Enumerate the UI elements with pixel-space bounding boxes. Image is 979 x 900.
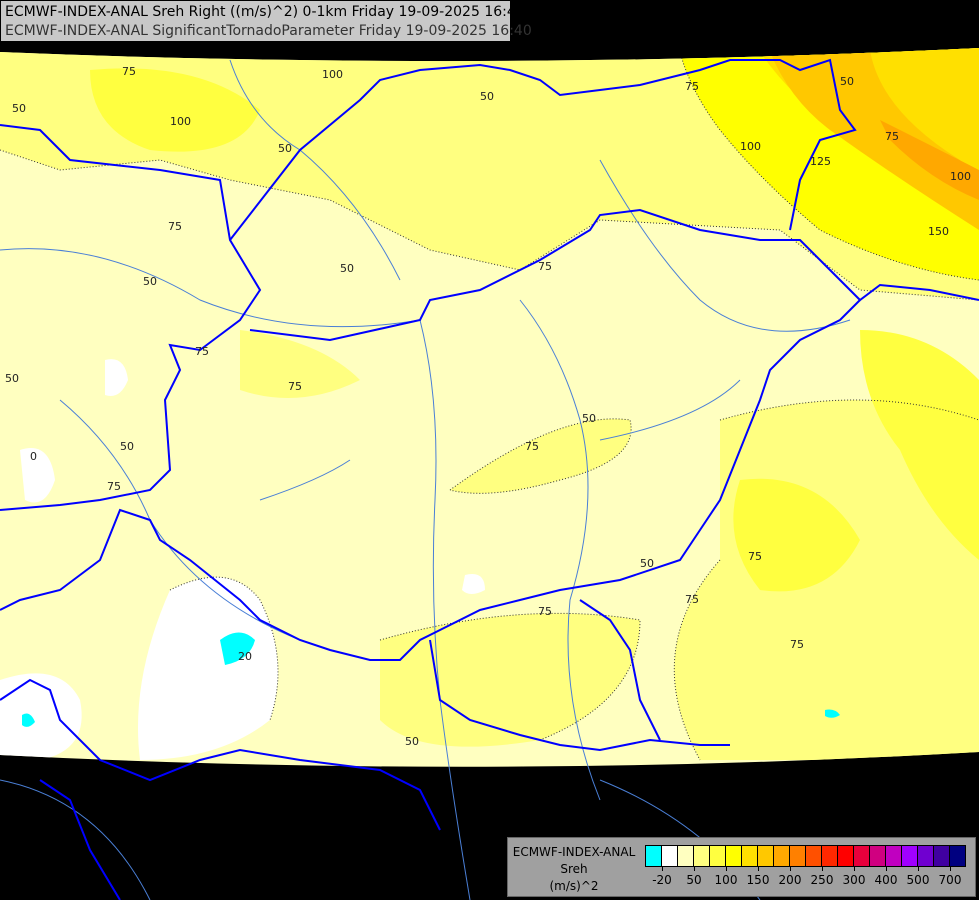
- rivers: [0, 59, 851, 900]
- legend-swatches: [645, 845, 966, 867]
- contour-label: 75: [790, 638, 804, 651]
- legend-swatch: [758, 846, 774, 866]
- legend-swatch: [934, 846, 950, 866]
- contour-label: 75: [538, 605, 552, 618]
- contour-label: 50: [278, 142, 292, 155]
- contour-label: 150: [928, 225, 949, 238]
- contour-label: 75: [107, 480, 121, 493]
- color-legend: ECMWF-INDEX-ANAL Sreh (m/s)^2 -20 50 100 15…: [507, 837, 976, 897]
- legend-swatch: [806, 846, 822, 866]
- sreh-field: [0, 48, 979, 767]
- legend-tick: [822, 866, 823, 871]
- legend-swatch: [694, 846, 710, 866]
- contour-label: 50: [340, 262, 354, 275]
- legend-label: ECMWF-INDEX-ANAL Sreh (m/s)^2: [510, 844, 638, 895]
- legend-swatch: [886, 846, 902, 866]
- legend-tick: [950, 866, 951, 871]
- contour-label: 75: [288, 380, 302, 393]
- legend-tick-label: 400: [874, 873, 898, 887]
- contour-label: 75: [685, 593, 699, 606]
- contour-label: 0: [30, 450, 37, 463]
- legend-swatch: [854, 846, 870, 866]
- legend-swatch: [918, 846, 934, 866]
- contour-label: 50: [143, 275, 157, 288]
- legend-swatch: [838, 846, 854, 866]
- legend-swatch: [870, 846, 886, 866]
- contour-label: 50: [480, 90, 494, 103]
- contour-label: 50: [5, 372, 19, 385]
- contour-label: 50: [120, 440, 134, 453]
- contour-label: 100: [740, 140, 761, 153]
- legend-tick: [886, 866, 887, 871]
- legend-tick: [854, 866, 855, 871]
- contour-label: 75: [122, 65, 136, 78]
- legend-tick: [662, 866, 663, 871]
- legend-tick: [726, 866, 727, 871]
- legend-unit: (m/s)^2: [549, 879, 599, 893]
- map-title: ECMWF-INDEX-ANAL Sreh Right ((m/s)^2) 0-…: [0, 0, 532, 42]
- legend-swatch: [774, 846, 790, 866]
- contour-label: 50: [405, 735, 419, 748]
- country-borders: [0, 58, 979, 900]
- legend-tick: [918, 866, 919, 871]
- contour-label: 50: [640, 557, 654, 570]
- contour-label: 75: [748, 550, 762, 563]
- contour-label: 75: [685, 80, 699, 93]
- contour-label: 75: [885, 130, 899, 143]
- title-line-1: ECMWF-INDEX-ANAL Sreh Right ((m/s)^2) 0-…: [5, 4, 525, 20]
- title-line-2: ECMWF-INDEX-ANAL SignificantTornadoParam…: [5, 23, 532, 39]
- legend-tick-label: 150: [746, 873, 770, 887]
- legend-swatch: [646, 846, 662, 866]
- legend-tick: [758, 866, 759, 871]
- legend-model: ECMWF-INDEX-ANAL: [512, 845, 636, 859]
- contour-label: 75: [195, 345, 209, 358]
- contour-label: 75: [538, 260, 552, 273]
- legend-swatch: [710, 846, 726, 866]
- legend-swatch: [822, 846, 838, 866]
- contour-label: 75: [168, 220, 182, 233]
- legend-swatch: [662, 846, 678, 866]
- legend-tick-label: 50: [686, 873, 702, 887]
- contour-label: 100: [170, 115, 191, 128]
- contour-label: 50: [582, 412, 596, 425]
- legend-swatch: [726, 846, 742, 866]
- legend-tick-label: 100: [714, 873, 738, 887]
- legend-swatch: [950, 846, 965, 866]
- legend-swatch: [790, 846, 806, 866]
- legend-swatch: [742, 846, 758, 866]
- contour-label: 50: [12, 102, 26, 115]
- legend-parameter: Sreh: [560, 862, 588, 876]
- legend-tick: [694, 866, 695, 871]
- contour-labels: 75 100 50 100 50 50 75 100 125 50 75 100…: [5, 65, 971, 748]
- contour-label: 100: [322, 68, 343, 81]
- legend-tick-label: 300: [842, 873, 866, 887]
- legend-tick: [790, 866, 791, 871]
- contour-label: 100: [950, 170, 971, 183]
- legend-tick-label: 700: [938, 873, 962, 887]
- legend-swatch: [902, 846, 918, 866]
- contour-label: 125: [810, 155, 831, 168]
- legend-tick-label: 500: [906, 873, 930, 887]
- legend-tick-label: 200: [778, 873, 802, 887]
- contour-label: 20: [238, 650, 252, 663]
- contour-label: 50: [840, 75, 854, 88]
- legend-tick-label: -20: [652, 873, 672, 887]
- legend-swatch: [678, 846, 694, 866]
- legend-tick-label: 250: [810, 873, 834, 887]
- contour-label: 75: [525, 440, 539, 453]
